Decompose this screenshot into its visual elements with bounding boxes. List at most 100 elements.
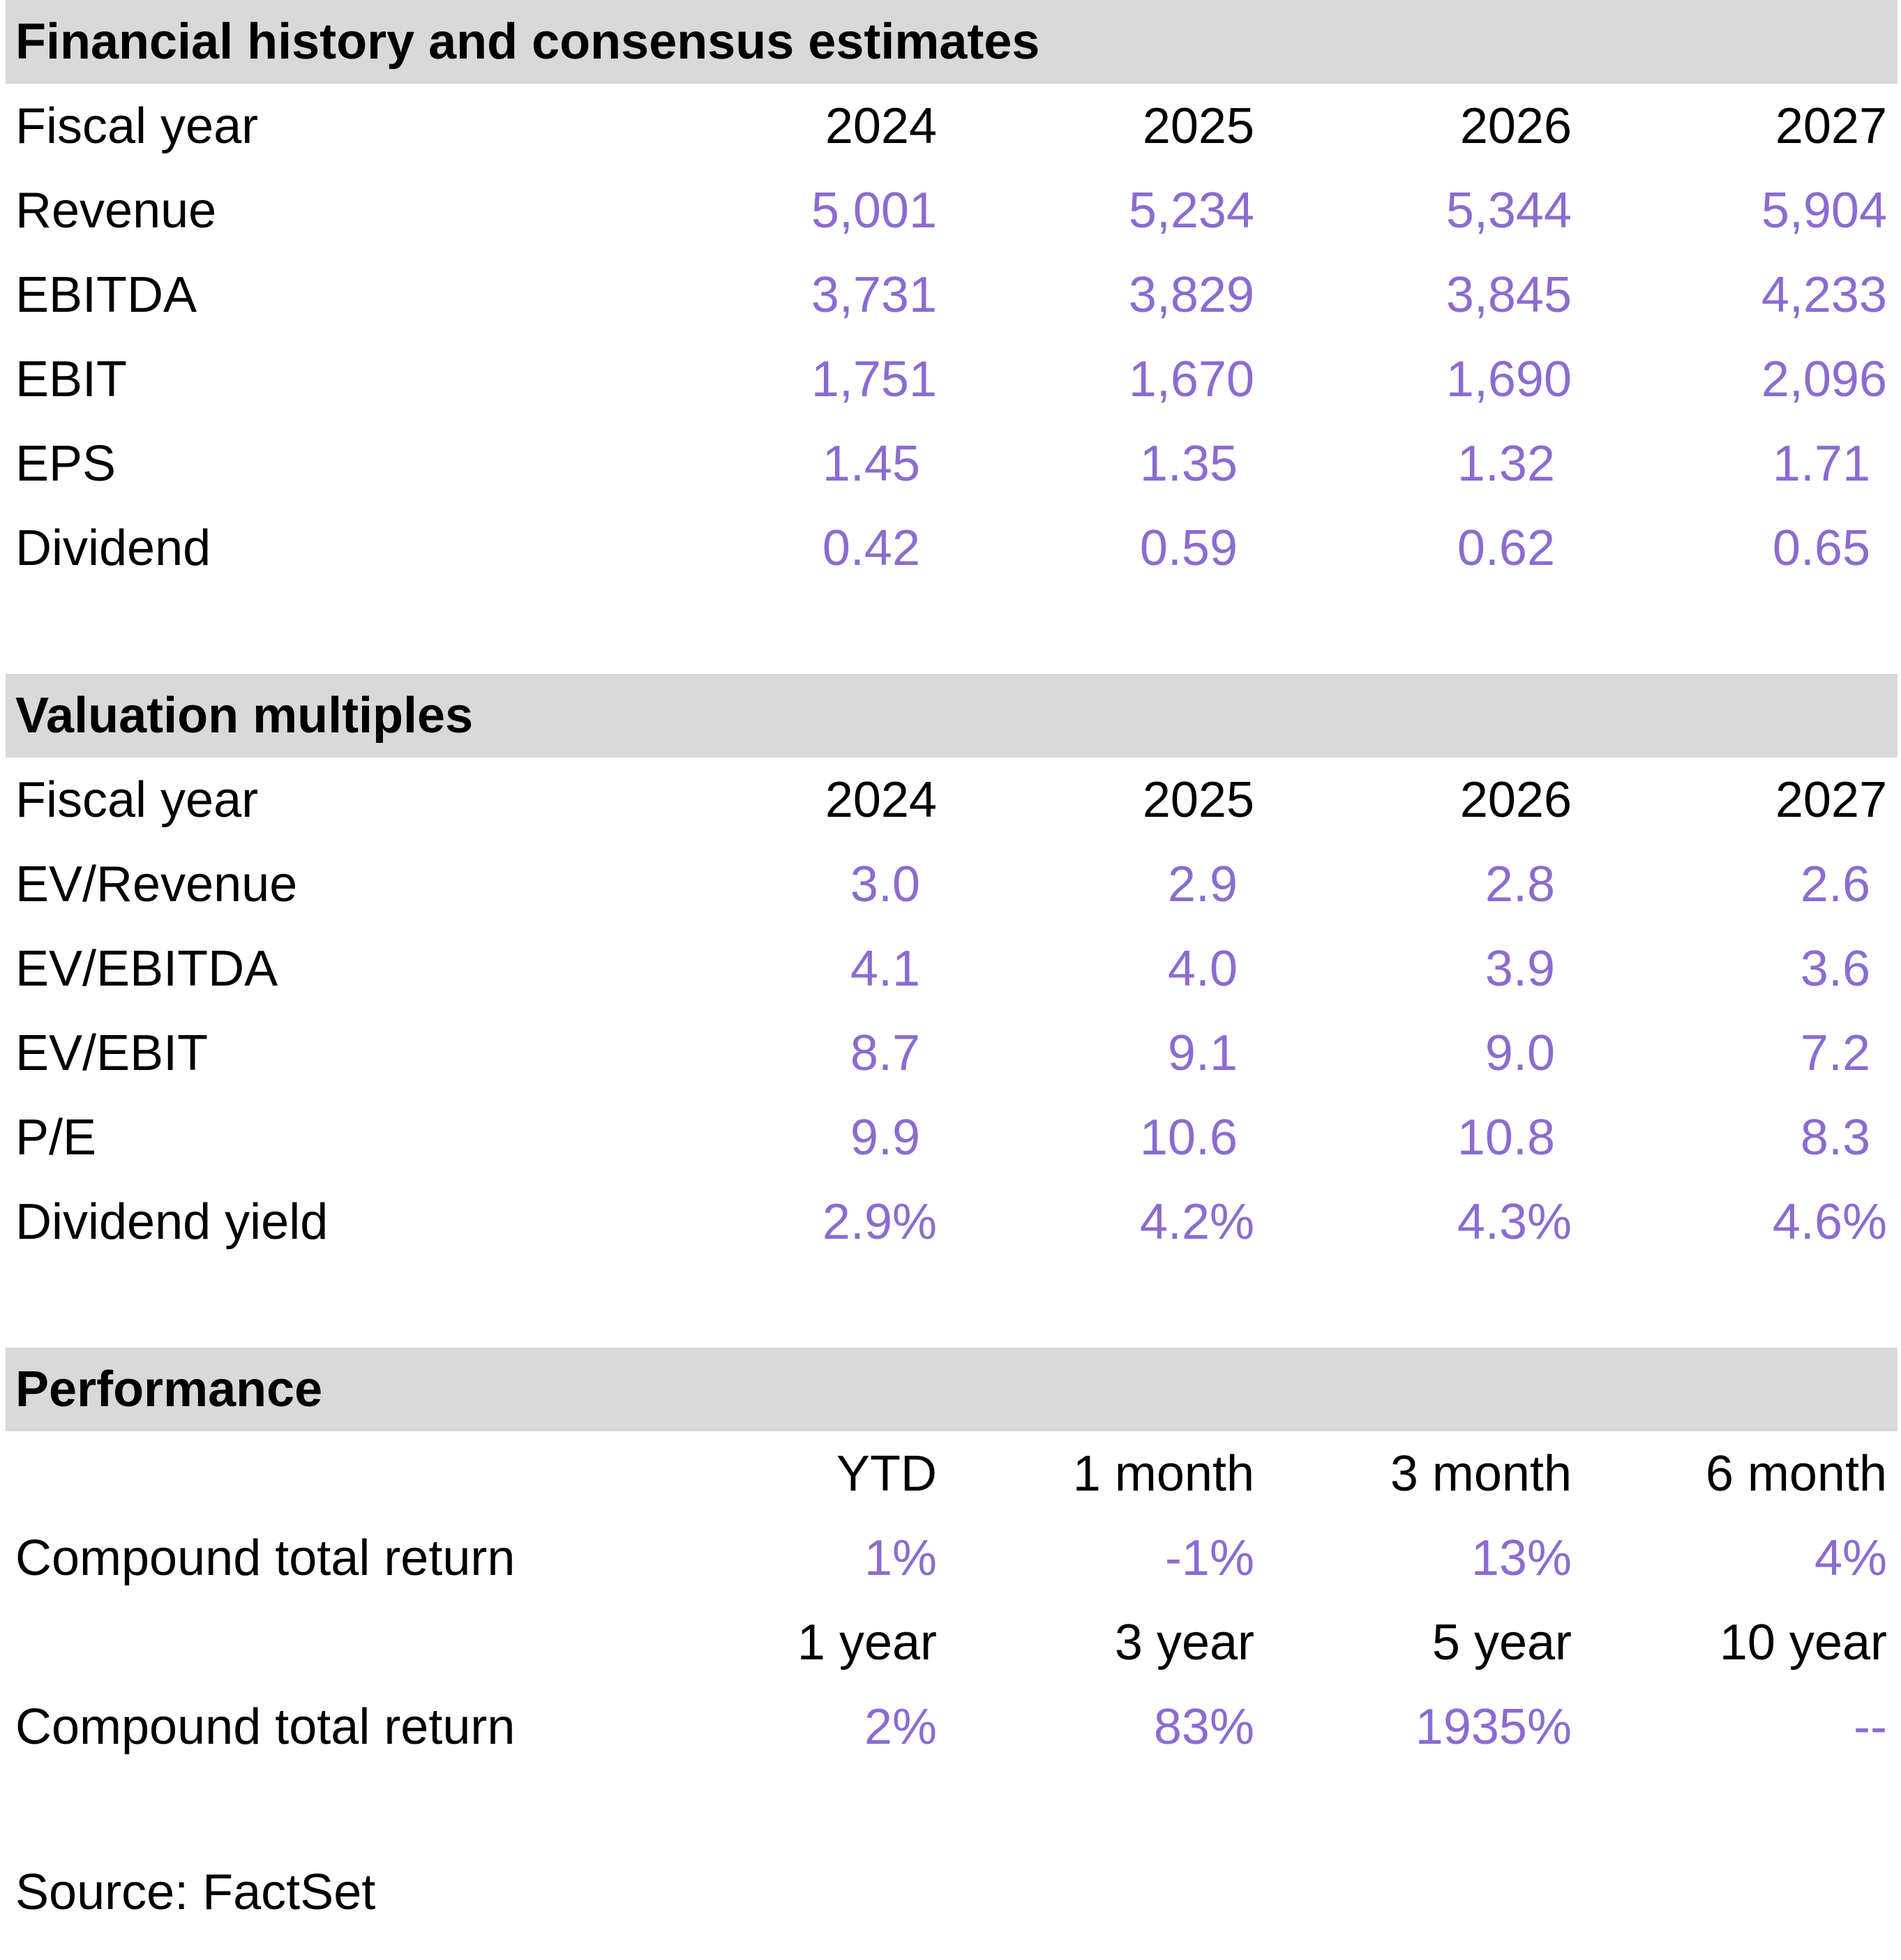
table-cell: 3,731 bbox=[811, 266, 937, 323]
table-cell: 5,344 bbox=[1445, 182, 1572, 239]
table-cell: 0.62 bbox=[1457, 520, 1555, 576]
table-cell: 0.42 bbox=[822, 520, 920, 576]
column-header: 2024 bbox=[825, 771, 937, 828]
table-header-row: Fiscal year 2024 2025 2026 2027 bbox=[6, 757, 1898, 842]
table-row-ebitda: EBITDA 3,731 3,829 3,845 4,233 bbox=[6, 252, 1898, 337]
table-cell: 4.3% bbox=[1457, 1193, 1572, 1250]
table-cell: 83% bbox=[1153, 1698, 1254, 1755]
table-cell: 3.9 bbox=[1485, 940, 1555, 997]
table-cell: 1.71 bbox=[1772, 435, 1870, 492]
section-header-performance: Performance bbox=[6, 1348, 1898, 1431]
table-cell: 4.1 bbox=[850, 940, 920, 997]
table-cell: 2.9% bbox=[822, 1193, 937, 1250]
column-header: 6 month bbox=[1705, 1445, 1887, 1502]
section-spacer bbox=[6, 1264, 1898, 1348]
table-cell: 0.59 bbox=[1139, 520, 1238, 576]
table-cell: 1.32 bbox=[1457, 435, 1555, 492]
column-header: 1 year bbox=[797, 1614, 937, 1671]
table-cell: 4.0 bbox=[1167, 940, 1238, 997]
row-label: Fiscal year bbox=[15, 98, 259, 154]
table-cell: 2.6 bbox=[1800, 856, 1870, 912]
section-spacer bbox=[6, 590, 1898, 674]
table-header-row: Fiscal year 2024 2025 2026 2027 bbox=[6, 84, 1898, 168]
table-cell: 8.3 bbox=[1800, 1109, 1870, 1166]
source-text: Source: FactSet bbox=[15, 1864, 376, 1920]
table-cell: 10.8 bbox=[1457, 1109, 1555, 1166]
table-row-return-long: Compound total return 2% 83% 1935% -- bbox=[6, 1684, 1898, 1769]
table-cell: 3,845 bbox=[1445, 266, 1572, 323]
table-cell: 4.6% bbox=[1772, 1193, 1887, 1250]
table-row-eps: EPS 1.45 1.35 1.32 1.71 bbox=[6, 421, 1898, 506]
table-cell: 5,234 bbox=[1128, 182, 1254, 239]
column-header: YTD bbox=[836, 1445, 937, 1502]
table-cell: 3.0 bbox=[850, 856, 920, 912]
column-header: 1 month bbox=[1072, 1445, 1254, 1502]
table-cell: 4% bbox=[1814, 1530, 1887, 1586]
row-label: Compound total return bbox=[15, 1530, 516, 1586]
section-header-valuation: Valuation multiples bbox=[6, 674, 1898, 757]
row-label: Revenue bbox=[15, 182, 217, 239]
table-cell: 2,096 bbox=[1761, 351, 1887, 407]
table-cell: 3,829 bbox=[1128, 266, 1254, 323]
table-cell: 8.7 bbox=[850, 1025, 920, 1081]
table-cell: 2% bbox=[864, 1698, 937, 1755]
column-header: 2027 bbox=[1775, 771, 1887, 828]
column-header: 10 year bbox=[1719, 1614, 1887, 1671]
table-row-revenue: Revenue 5,001 5,234 5,344 5,904 bbox=[6, 168, 1898, 252]
column-header: 2027 bbox=[1775, 98, 1887, 154]
table-row-ebit: EBIT 1,751 1,670 1,690 2,096 bbox=[6, 337, 1898, 421]
table-cell: 1.35 bbox=[1139, 435, 1238, 492]
table-cell: 1935% bbox=[1415, 1698, 1572, 1755]
table-cell: -- bbox=[1854, 1698, 1887, 1755]
table-header-row: 1 year 3 year 5 year 10 year bbox=[6, 1600, 1898, 1684]
column-header: 2024 bbox=[825, 98, 937, 154]
row-label: EV/EBIT bbox=[15, 1025, 209, 1081]
table-cell: 1.45 bbox=[822, 435, 920, 492]
table-header-row: YTD 1 month 3 month 6 month bbox=[6, 1431, 1898, 1516]
table-cell: 7.2 bbox=[1800, 1025, 1870, 1081]
section-spacer bbox=[6, 1769, 1898, 1850]
column-header: 2025 bbox=[1142, 98, 1254, 154]
section-title-valuation: Valuation multiples bbox=[15, 688, 474, 744]
row-label: Dividend yield bbox=[15, 1193, 329, 1250]
table-cell: 4.2% bbox=[1139, 1193, 1254, 1250]
table-cell: 4,233 bbox=[1761, 266, 1887, 323]
table-cell: 2.9 bbox=[1167, 856, 1238, 912]
row-label: Fiscal year bbox=[15, 771, 259, 828]
section-header-financial: Financial history and consensus estimate… bbox=[6, 0, 1898, 84]
table-cell: 13% bbox=[1471, 1530, 1572, 1586]
table-row-return-short: Compound total return 1% -1% 13% 4% bbox=[6, 1516, 1898, 1600]
table-row-ev-ebit: EV/EBIT 8.7 9.1 9.0 7.2 bbox=[6, 1011, 1898, 1095]
column-header: 2025 bbox=[1142, 771, 1254, 828]
column-header: 3 year bbox=[1114, 1614, 1254, 1671]
row-label: P/E bbox=[15, 1109, 97, 1166]
table-cell: -1% bbox=[1164, 1530, 1254, 1586]
table-row-dividend: Dividend 0.42 0.59 0.62 0.65 bbox=[6, 506, 1898, 590]
row-label: EBITDA bbox=[15, 266, 197, 323]
table-row-ev-ebitda: EV/EBITDA 4.1 4.0 3.9 3.6 bbox=[6, 926, 1898, 1011]
column-header: 2026 bbox=[1459, 771, 1572, 828]
row-label: EV/EBITDA bbox=[15, 940, 278, 997]
table-cell: 9.0 bbox=[1485, 1025, 1555, 1081]
table-cell: 3.6 bbox=[1800, 940, 1870, 997]
source-note: Source: FactSet bbox=[6, 1850, 1898, 1934]
table-cell: 0.65 bbox=[1772, 520, 1870, 576]
table-cell: 1,690 bbox=[1445, 351, 1572, 407]
column-header: 5 year bbox=[1432, 1614, 1572, 1671]
row-label: Dividend bbox=[15, 520, 211, 576]
column-header: 2026 bbox=[1459, 98, 1572, 154]
table-cell: 9.9 bbox=[850, 1109, 920, 1166]
section-title-performance: Performance bbox=[15, 1362, 323, 1417]
column-header: 3 month bbox=[1390, 1445, 1572, 1502]
table-row-dividend-yield: Dividend yield 2.9% 4.2% 4.3% 4.6% bbox=[6, 1179, 1898, 1264]
row-label: Compound total return bbox=[15, 1698, 516, 1755]
financial-summary-document: Financial history and consensus estimate… bbox=[6, 0, 1898, 1934]
row-label: EBIT bbox=[15, 351, 128, 407]
row-label: EV/Revenue bbox=[15, 856, 298, 912]
section-title-financial: Financial history and consensus estimate… bbox=[15, 14, 1040, 70]
table-cell: 1% bbox=[864, 1530, 937, 1586]
table-cell: 5,904 bbox=[1761, 182, 1887, 239]
table-cell: 5,001 bbox=[811, 182, 937, 239]
table-cell: 2.8 bbox=[1485, 856, 1555, 912]
table-cell: 9.1 bbox=[1167, 1025, 1238, 1081]
